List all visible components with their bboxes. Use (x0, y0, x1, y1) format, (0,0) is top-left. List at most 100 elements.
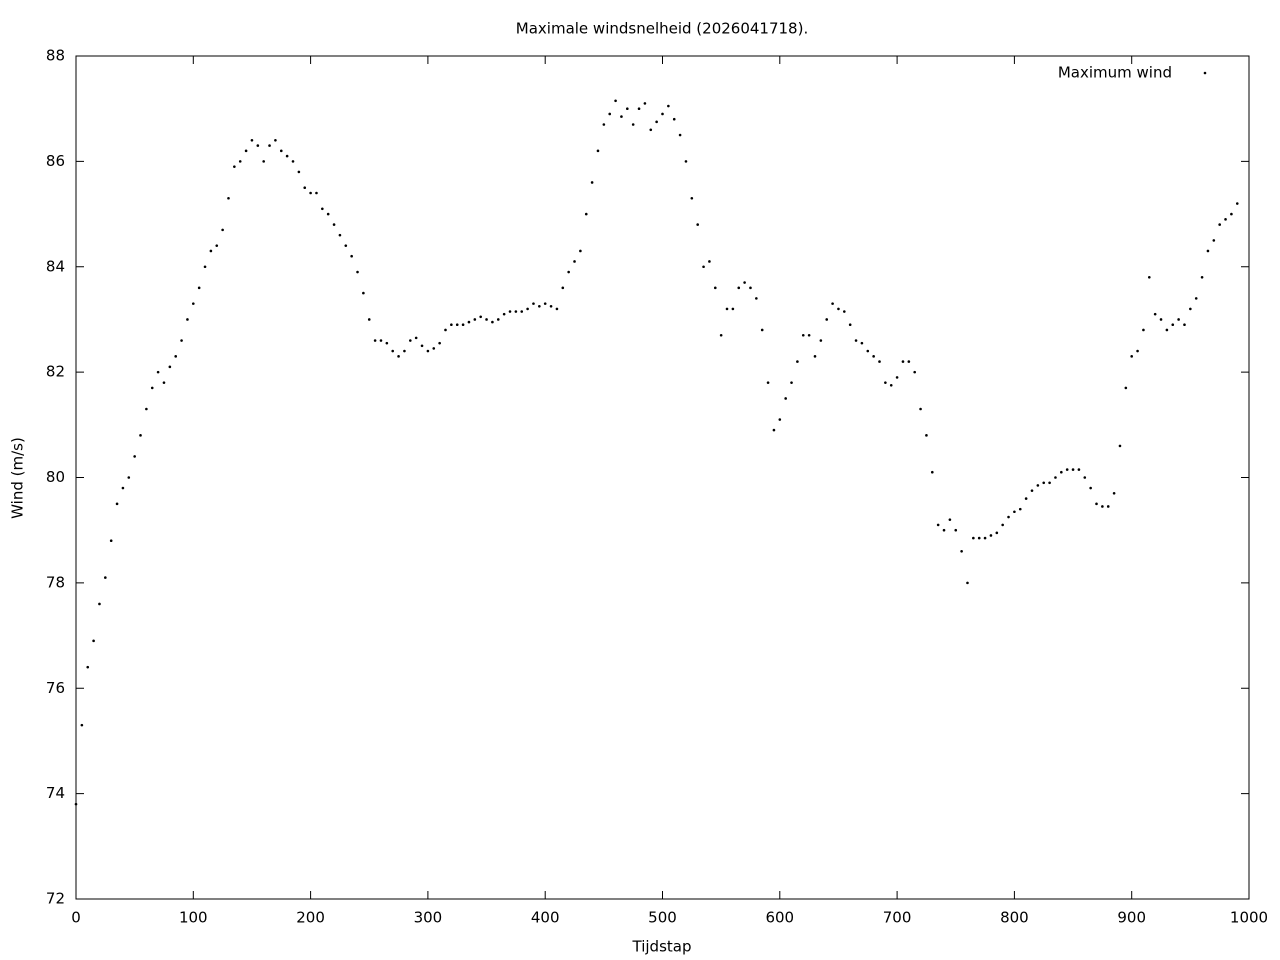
point (584, 212, 588, 216)
point (115, 502, 119, 506)
point (1189, 307, 1192, 311)
x-tick-label: 0 (71, 909, 81, 927)
point (567, 270, 570, 274)
y-tick-label: 80 (46, 468, 65, 486)
point (713, 286, 717, 290)
point (1147, 275, 1151, 279)
y-tick-label: 78 (46, 573, 65, 591)
point (385, 341, 389, 345)
point (104, 576, 107, 579)
point (749, 286, 752, 290)
point (1101, 505, 1104, 508)
point (907, 360, 911, 363)
point (966, 581, 969, 585)
point (279, 149, 283, 153)
point (367, 318, 371, 321)
point (1212, 239, 1216, 242)
point (866, 349, 870, 353)
point (549, 304, 553, 308)
point (1042, 481, 1046, 485)
point (455, 323, 459, 327)
point (356, 270, 359, 274)
point (1089, 486, 1092, 490)
y-tick-label: 74 (46, 784, 65, 802)
point (614, 99, 617, 103)
point (391, 349, 395, 353)
point (186, 318, 189, 321)
point (573, 260, 576, 263)
point (508, 310, 512, 313)
point (819, 339, 823, 342)
point (262, 160, 265, 163)
point (884, 381, 887, 384)
point (221, 228, 224, 232)
point (837, 307, 840, 311)
point (197, 286, 201, 290)
point (1077, 468, 1081, 471)
point (925, 434, 928, 437)
y-tick-label: 86 (46, 152, 65, 170)
point (520, 310, 524, 313)
point (731, 307, 735, 311)
point (1224, 218, 1227, 221)
point (1106, 505, 1110, 508)
point (532, 302, 535, 305)
x-tick-label: 900 (1117, 909, 1146, 927)
point (895, 376, 899, 379)
point (1036, 484, 1040, 487)
point (649, 128, 653, 132)
point (1171, 323, 1175, 327)
point (309, 191, 312, 195)
point (109, 539, 113, 543)
legend-marker (1203, 71, 1207, 75)
point (1230, 212, 1233, 216)
point (801, 333, 805, 337)
point (936, 523, 940, 527)
point (977, 536, 981, 540)
point (667, 104, 670, 108)
point (74, 802, 78, 806)
point (332, 223, 336, 226)
point (889, 383, 893, 387)
point (526, 307, 529, 311)
point (1095, 502, 1098, 506)
point (121, 486, 125, 490)
point (579, 249, 582, 253)
point (778, 418, 782, 421)
point (1194, 297, 1198, 300)
point (755, 297, 758, 300)
point (403, 349, 406, 353)
point (450, 323, 453, 327)
x-tick-label: 200 (296, 909, 325, 927)
point (496, 318, 500, 321)
point (203, 265, 207, 269)
point (326, 212, 330, 216)
point (590, 181, 594, 184)
point (860, 341, 864, 345)
point (1153, 312, 1157, 316)
point (1130, 355, 1133, 358)
point (244, 149, 248, 153)
point (315, 191, 318, 195)
point (268, 144, 271, 147)
y-tick-label: 76 (46, 679, 65, 697)
y-tick-label: 84 (46, 257, 65, 275)
point (948, 518, 952, 521)
point (784, 397, 787, 400)
point (473, 318, 477, 321)
x-tick-label: 300 (414, 909, 443, 927)
point (1165, 328, 1169, 332)
point (854, 339, 858, 342)
point (1183, 323, 1186, 327)
point (432, 347, 436, 350)
y-tick-label: 82 (46, 363, 65, 381)
y-tick-label: 88 (46, 47, 65, 65)
point (942, 528, 946, 532)
point (878, 360, 881, 363)
chart-title: Maximale windsnelheid (2026041718). (516, 20, 808, 38)
point (238, 160, 242, 163)
point (397, 355, 400, 358)
point (344, 244, 348, 247)
point (86, 665, 90, 669)
